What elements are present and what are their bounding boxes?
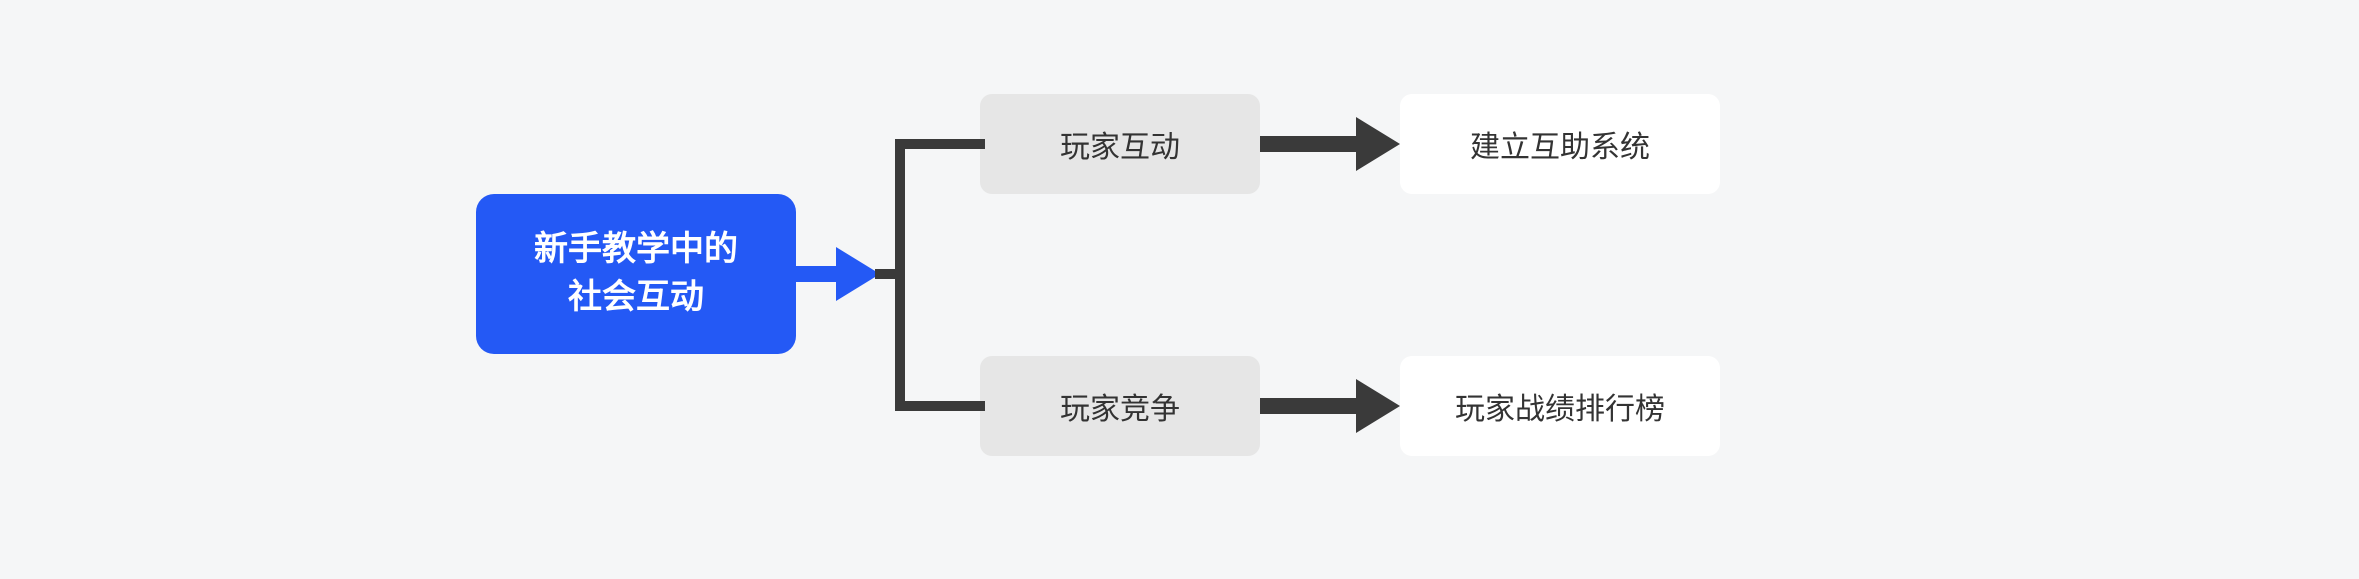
- leaf-node-label: 玩家战绩排行榜: [1455, 384, 1665, 428]
- mid-node-label: 玩家互动: [1060, 122, 1180, 166]
- arrow-mid-to-leaf-1: [1260, 117, 1400, 171]
- mid-node-player-competition: 玩家竞争: [980, 356, 1260, 456]
- branch-connector: [880, 134, 990, 416]
- leaf-node-leaderboard: 玩家战绩排行榜: [1400, 356, 1720, 456]
- arrow-mid-to-leaf-2: [1260, 379, 1400, 433]
- arrow-root-to-branch: [796, 247, 880, 301]
- mid-node-label: 玩家竞争: [1060, 384, 1180, 428]
- leaf-node-mutual-help-system: 建立互助系统: [1400, 94, 1720, 194]
- root-node-label: 新手教学中的社会互动: [534, 226, 738, 321]
- leaf-node-label: 建立互助系统: [1470, 122, 1650, 166]
- root-node: 新手教学中的社会互动: [476, 194, 796, 354]
- mid-node-player-interaction: 玩家互动: [980, 94, 1260, 194]
